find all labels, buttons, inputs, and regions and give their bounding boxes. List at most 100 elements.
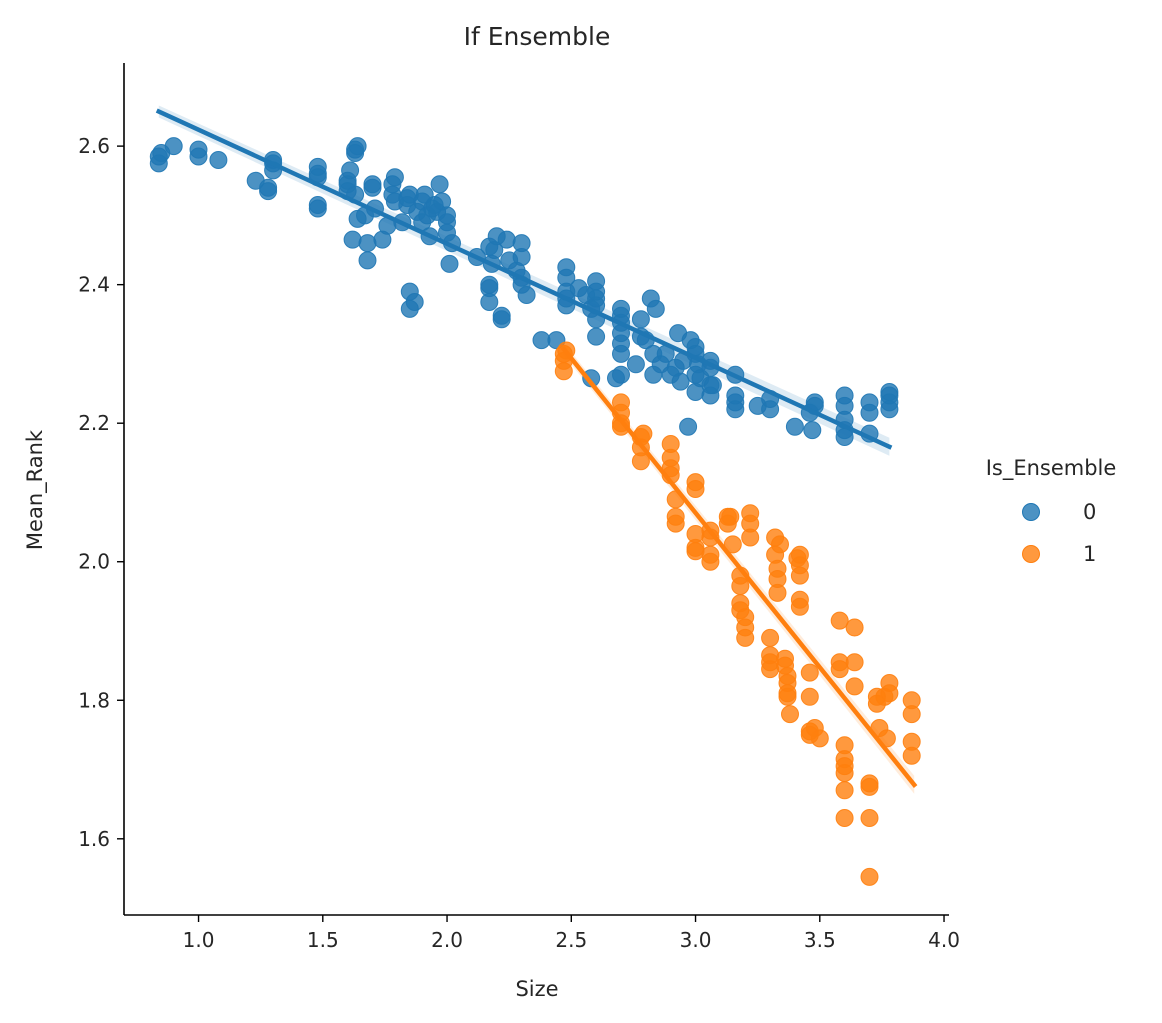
point-series-0 xyxy=(726,386,745,405)
point-series-0 xyxy=(259,178,278,197)
point-series-1 xyxy=(736,628,755,647)
point-series-0 xyxy=(189,140,208,159)
point-series-0 xyxy=(341,161,360,180)
point-series-1 xyxy=(860,809,879,827)
point-series-1 xyxy=(761,628,780,647)
point-series-1 xyxy=(790,597,809,616)
y-axis-ticks: 1.6 1.8 2.0 2.2 2.4 2.6 xyxy=(78,134,124,851)
x-tick-label: 2.5 xyxy=(555,928,587,952)
point-series-1 xyxy=(666,514,685,533)
point-series-0 xyxy=(587,272,606,291)
y-tick-label: 1.8 xyxy=(78,688,110,712)
point-series-0 xyxy=(405,293,424,311)
point-series-0 xyxy=(671,372,690,391)
point-series-0 xyxy=(646,299,665,318)
point-series-0 xyxy=(631,310,650,329)
point-series-0 xyxy=(880,383,899,401)
x-tick-label: 4.0 xyxy=(928,928,960,952)
point-series-1 xyxy=(701,545,720,564)
regression-line-series-1 xyxy=(560,345,918,788)
point-series-1 xyxy=(790,566,809,585)
point-series-0 xyxy=(308,157,327,176)
point-series-0 xyxy=(358,234,377,253)
point-series-1 xyxy=(835,781,854,800)
x-tick-label: 2.0 xyxy=(431,928,463,952)
point-series-1 xyxy=(810,729,829,748)
legend-label-series-1: 1 xyxy=(1083,542,1096,566)
y-tick-label: 1.6 xyxy=(78,827,110,851)
point-series-1 xyxy=(845,618,864,637)
x-tick-label: 3.5 xyxy=(804,928,836,952)
point-series-1 xyxy=(778,687,797,706)
point-series-0 xyxy=(358,251,377,270)
legend-marker-series-0 xyxy=(1022,503,1040,521)
point-series-1 xyxy=(902,705,921,724)
point-series-0 xyxy=(626,355,645,374)
point-series-0 xyxy=(480,275,499,294)
point-series-1 xyxy=(860,867,879,886)
point-series-0 xyxy=(348,137,367,156)
point-series-0 xyxy=(430,175,449,194)
point-series-0 xyxy=(385,168,404,187)
y-tick-label: 2.6 xyxy=(78,134,110,158)
point-series-0 xyxy=(679,417,698,436)
point-series-1 xyxy=(860,777,879,796)
point-series-1 xyxy=(686,480,705,498)
point-series-1 xyxy=(830,660,849,679)
point-series-0 xyxy=(785,417,804,436)
point-series-0 xyxy=(582,369,601,388)
point-series-0 xyxy=(512,234,531,253)
legend: Is_Ensemble 0 1 xyxy=(986,456,1117,566)
point-series-0 xyxy=(703,376,722,395)
x-tick-label: 1.0 xyxy=(183,928,215,952)
point-series-1 xyxy=(835,809,854,827)
point-series-0 xyxy=(164,137,183,156)
y-tick-label: 2.0 xyxy=(78,550,110,574)
point-series-1 xyxy=(830,611,849,630)
point-series-1 xyxy=(800,663,819,682)
point-series-1 xyxy=(631,452,650,471)
x-tick-label: 3.0 xyxy=(680,928,712,952)
point-series-0 xyxy=(860,393,879,412)
y-tick-label: 2.4 xyxy=(78,273,110,297)
point-series-1 xyxy=(902,746,921,765)
point-series-0 xyxy=(343,230,362,249)
point-series-1 xyxy=(768,583,787,602)
point-series-1 xyxy=(761,660,780,679)
point-series-1 xyxy=(731,577,750,595)
point-series-0 xyxy=(557,258,576,277)
point-series-0 xyxy=(363,175,382,194)
point-series-1 xyxy=(634,424,653,443)
point-series-0 xyxy=(612,299,630,318)
y-tick-label: 2.2 xyxy=(78,411,110,435)
point-series-0 xyxy=(497,230,516,249)
point-series-1 xyxy=(800,687,819,706)
y-axis-label: Mean_Rank xyxy=(23,429,48,550)
point-series-1 xyxy=(845,677,864,696)
point-series-1 xyxy=(771,535,789,554)
x-tick-label: 1.5 xyxy=(307,928,339,952)
point-series-1 xyxy=(835,764,854,782)
confidence-bands xyxy=(158,105,915,794)
regression-line-series-0 xyxy=(155,108,893,450)
point-series-1 xyxy=(781,705,799,724)
regression-layer xyxy=(155,108,918,788)
point-series-0 xyxy=(492,306,511,325)
point-series-0 xyxy=(209,151,228,169)
point-series-1 xyxy=(721,507,740,526)
point-series-0 xyxy=(587,327,606,346)
point-series-0 xyxy=(835,386,854,405)
legend-label-series-0: 0 xyxy=(1083,500,1096,524)
points-layer xyxy=(149,137,921,886)
point-series-1 xyxy=(741,528,760,547)
point-series-1 xyxy=(880,684,899,703)
chart-title: If Ensemble xyxy=(464,22,611,51)
point-series-0 xyxy=(612,365,630,384)
x-axis-label: Size xyxy=(515,977,558,1001)
point-series-1 xyxy=(554,362,573,381)
point-series-0 xyxy=(440,254,459,273)
point-series-0 xyxy=(517,286,536,304)
point-series-0 xyxy=(803,421,822,440)
x-axis-ticks: 1.0 1.5 2.0 2.5 3.0 3.5 4.0 xyxy=(183,915,960,952)
point-series-1 xyxy=(723,535,742,554)
